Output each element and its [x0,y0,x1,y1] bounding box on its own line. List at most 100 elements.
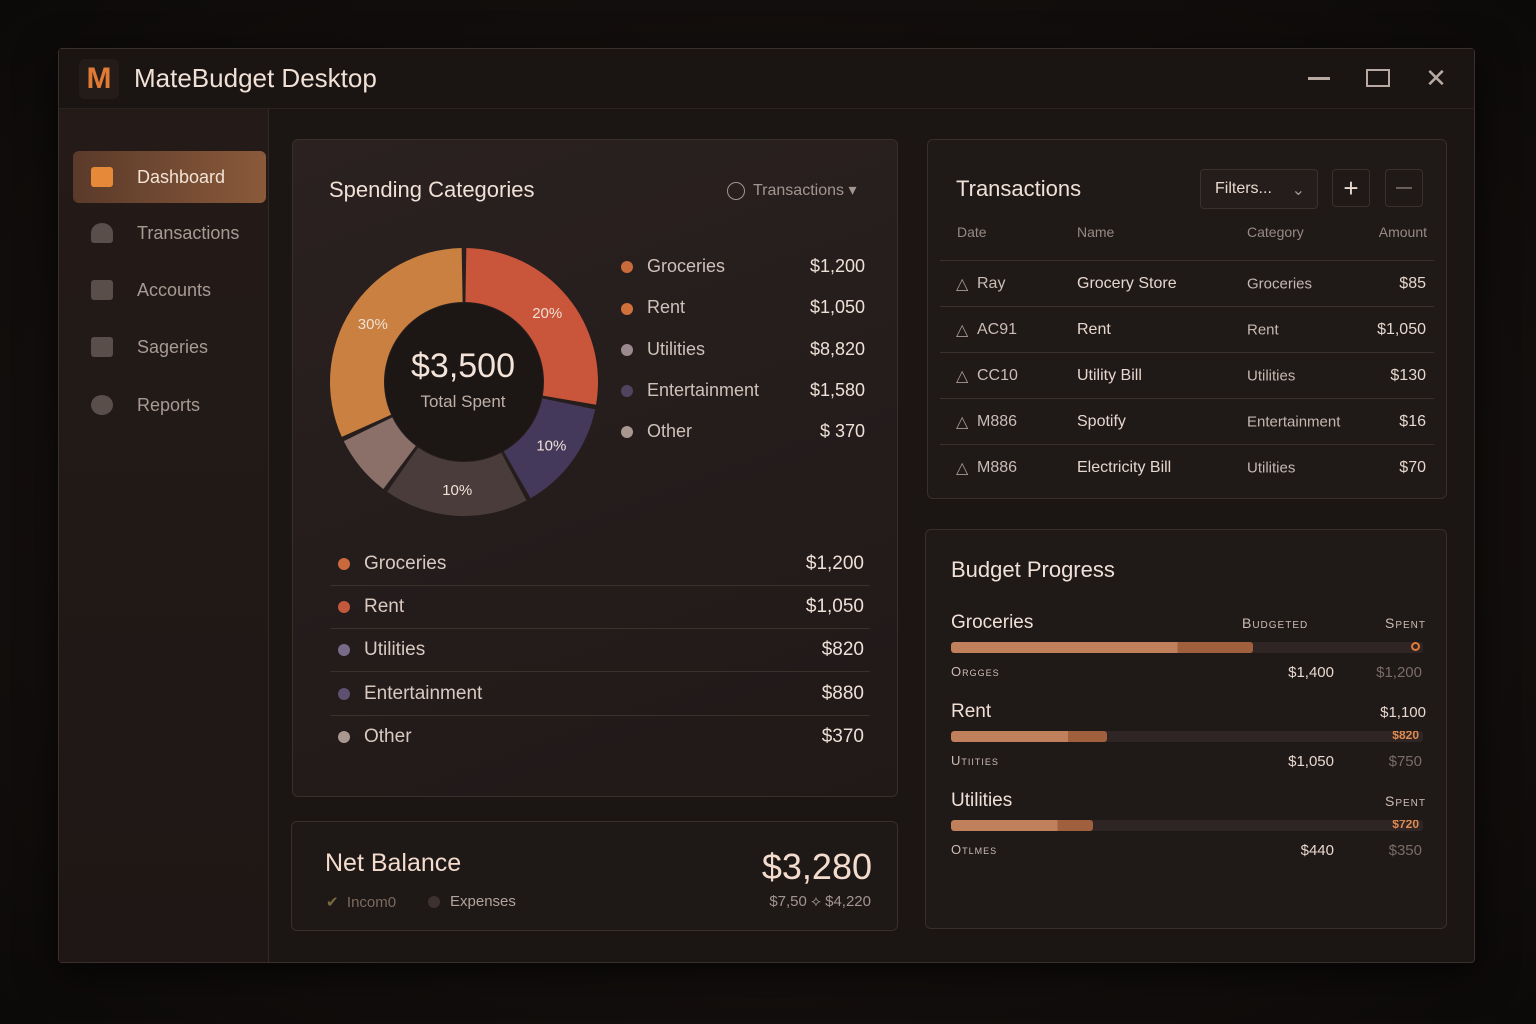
table-row[interactable]: △ AC91 Rent Rent $1,050 [940,306,1434,352]
cell-category: Utilities [1247,459,1296,476]
donut-segment[interactable] [343,417,416,490]
category-row[interactable]: Other $370 [330,716,870,759]
cell-date: Ray [977,274,1006,292]
row-icon: △ [956,367,969,385]
legend-item[interactable]: Entertainment $1,580 [621,380,865,401]
legend-value: $ 370 [819,421,865,442]
col-category[interactable]: Category [1247,224,1304,240]
total-amount: $3,500 [411,347,515,385]
category-value: $1,200 [805,553,864,574]
legend-item[interactable]: Other $ 370 [621,421,865,442]
progress-fill [951,731,1107,742]
cell-name: Utility Bill [1077,366,1142,384]
category-name: Other [364,726,412,748]
spent-marker: $720 [1392,820,1419,831]
card-title: Transactions [956,176,1082,201]
net-balance-card: Net Balance ✔ Incom0 Expenses $3,280 $7,… [291,821,898,931]
cell-category: Utilities [1247,367,1296,384]
category-name: Groceries [364,553,447,574]
budget-progress-bar: $720 [951,820,1423,831]
minimize-icon [1308,77,1330,80]
donut-segment[interactable] [387,447,527,516]
category-name: Entertainment [364,682,483,704]
category-value: $370 [821,726,864,748]
donut-chart: 20% 10% 10% 30% [330,248,598,516]
table-row[interactable]: △ M886 Spotify Entertainment $16 [940,398,1434,444]
legend-item[interactable]: Utilities $8,820 [621,339,865,360]
donut-segment[interactable] [465,248,598,405]
cell-amount: $1,050 [1377,320,1426,338]
sidebar-item-reports[interactable]: Reports [73,379,266,431]
remove-transaction-button[interactable]: — [1385,169,1423,207]
segment-label: 20% [532,305,562,322]
cell-amount: $85 [1399,274,1426,292]
card-title: Spending Categories [329,177,535,202]
row-icon: △ [956,459,969,477]
sidebar-item-transactions[interactable]: Transactions [73,207,266,259]
col-amount[interactable]: Amount [1378,224,1427,240]
legend-value: $1,050 [809,297,865,318]
legend-value: $1,580 [809,379,865,400]
monitor-icon [91,167,113,187]
transactions-card: Transactions Filters... ⌄ + — Date Name C… [927,139,1447,499]
budget-name: Utilities [951,790,1013,811]
legend-item[interactable]: Groceries $1,200 [621,256,865,277]
minimize-button[interactable] [1302,63,1336,93]
sidebar-item-dashboard[interactable]: Dashboard [73,151,266,203]
income-label: Incom0 [346,894,397,911]
app-title: MateBudget Desktop [134,63,377,93]
table-row[interactable]: △ Ray Grocery Store Groceries $85 [940,260,1434,306]
filters-dropdown[interactable]: Filters... ⌄ [1200,169,1318,209]
cell-date: CC10 [977,366,1018,384]
cell-date: M886 [977,412,1018,430]
table-row[interactable]: △ CC10 Utility Bill Utilities $130 [940,352,1434,398]
cell-date: AC91 [977,320,1018,338]
legend-name: Rent [647,297,686,318]
budget-header: Budgeted [1242,615,1309,631]
legend-name: Other [647,421,693,442]
sidebar-item-label: Dashboard [137,166,226,187]
cell-name: Electricity Bill [1077,458,1172,476]
expenses-label: Expenses [450,893,516,910]
donut-segment[interactable] [330,248,463,437]
budget-progress-bar [951,642,1423,653]
donut-segment[interactable] [503,398,596,499]
category-dot-icon [338,731,350,744]
budget-header: Spent [1384,793,1426,809]
category-dot-icon [338,644,350,657]
table-row[interactable]: △ M886 Electricity Bill Utilities $70 [940,444,1434,490]
col-name[interactable]: Name [1077,224,1115,240]
budgeted-amount: $440 [1300,842,1334,859]
col-date[interactable]: Date [957,224,987,240]
marker-icon [1411,642,1420,651]
category-name: Utilities [364,639,426,661]
total-label: Total Spent [420,392,506,411]
legend-dot-icon [621,426,633,439]
category-row[interactable]: Groceries $1,200 [330,543,870,586]
budget-sub: Orgges [951,664,1000,679]
progress-fill [951,642,1254,653]
add-transaction-button[interactable]: + [1332,169,1370,207]
budget-progress-card: Budget Progress Groceries Budgeted Spent… [925,529,1447,929]
card-title: Net Balance [325,849,462,877]
category-row[interactable]: Entertainment $880 [330,673,870,716]
user-icon [91,223,113,243]
row-icon: △ [956,275,969,293]
maximize-button[interactable] [1361,63,1395,93]
budget-progress-bar: $820 [951,731,1423,742]
income-legend[interactable]: ✔ Incom0 [326,893,396,911]
category-row[interactable]: Rent $1,050 [330,586,870,630]
sidebar-item-accounts[interactable]: Accounts [73,264,266,316]
category-dot-icon [338,557,350,570]
transactions-link[interactable]: Transactions ▾ [727,180,856,200]
sidebar-item-label: Sageries [137,336,209,357]
legend-dot-icon [621,302,633,315]
expenses-legend[interactable]: Expenses [428,893,516,910]
link-label: Transactions [753,182,844,199]
chevron-down-icon: ⌄ [1291,182,1305,199]
category-row[interactable]: Utilities $820 [330,629,870,673]
sidebar-item-sageries[interactable]: Sageries [73,321,266,373]
legend-item[interactable]: Rent $1,050 [621,297,865,318]
close-button[interactable]: ✕ [1419,63,1453,93]
dot-icon [428,896,440,909]
